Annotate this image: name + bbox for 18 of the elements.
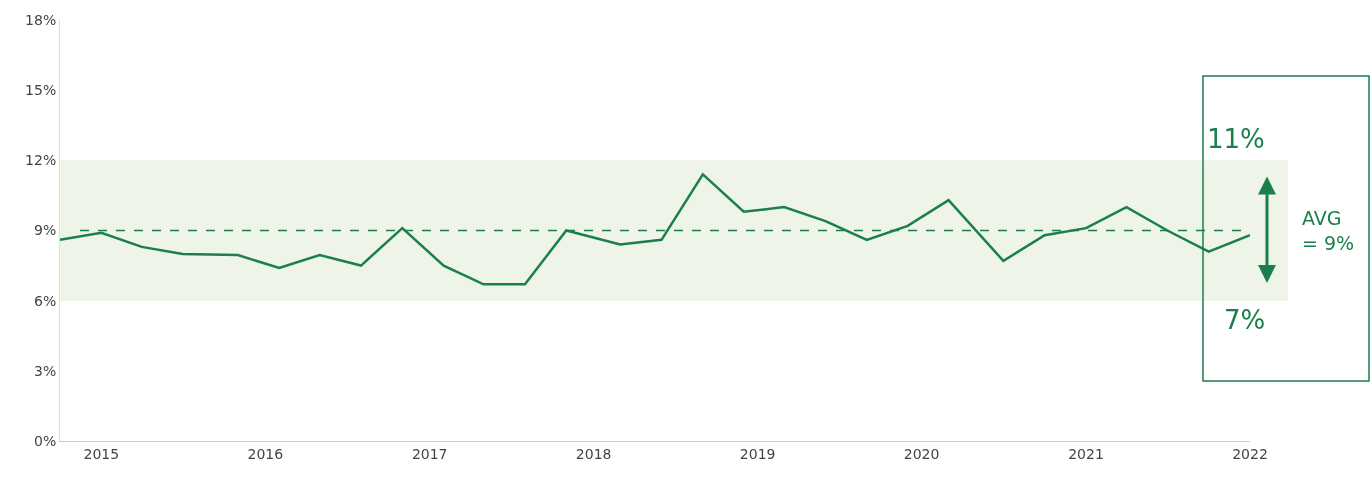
y-tick-label: 3% bbox=[33, 362, 57, 379]
ref-line-label: AVG = 9% bbox=[1302, 207, 1355, 254]
y-tick-label: 0% bbox=[33, 432, 57, 449]
y-tick-label: 9% bbox=[33, 222, 57, 239]
y-tick-label: 12% bbox=[25, 152, 57, 169]
x-tick-label: 2015 bbox=[83, 445, 120, 462]
x-tick-label: 2021 bbox=[1068, 445, 1104, 462]
x-tick-label: 2020 bbox=[903, 445, 940, 462]
x-tick-label: 2018 bbox=[575, 445, 612, 462]
x-tick-label: 2022 bbox=[1232, 445, 1268, 462]
annotation: 7% bbox=[1224, 305, 1266, 335]
x-tick-label: 2016 bbox=[247, 445, 284, 462]
y-tick-label: 18% bbox=[25, 11, 57, 28]
x-tick-label: 2019 bbox=[739, 445, 776, 462]
y-tick-label: 6% bbox=[33, 292, 57, 309]
x-tick-label: 2017 bbox=[411, 445, 448, 462]
y-tick-label: 15% bbox=[25, 82, 57, 99]
annotation: 11% bbox=[1207, 124, 1265, 154]
